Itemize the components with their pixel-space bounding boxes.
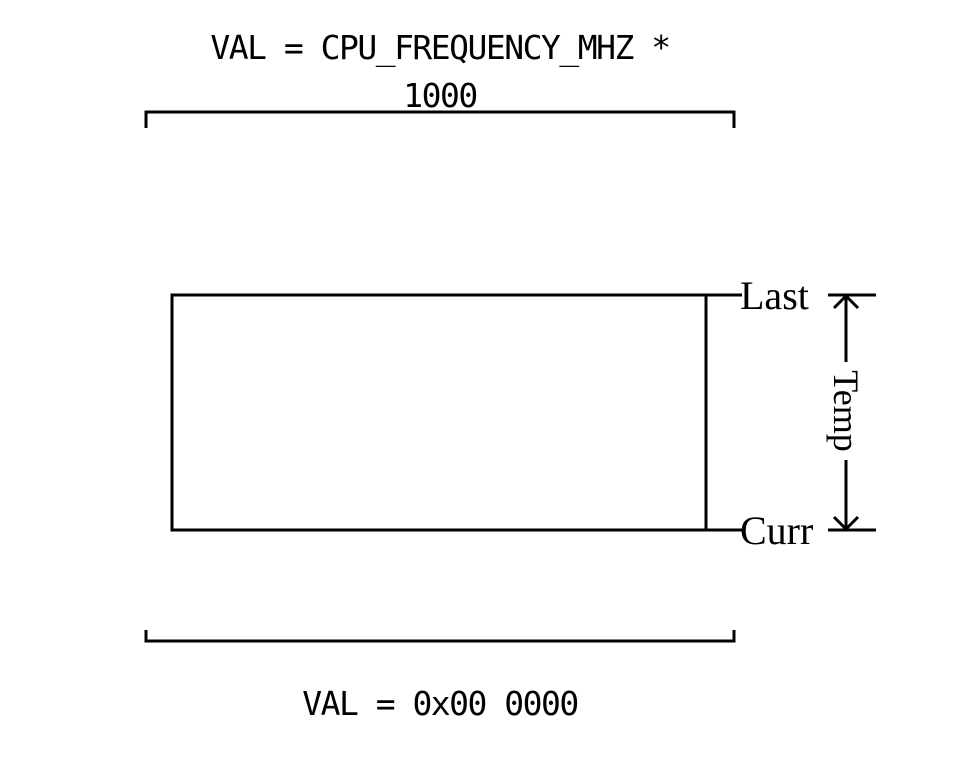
last-marker-label: Last [740, 273, 809, 318]
top-value-label-line2: 1000 [403, 76, 476, 115]
counter-box [170, 293, 708, 532]
top-bracket [144, 110, 736, 128]
bottom-value-label: VAL = 0x00 0000 [302, 684, 578, 723]
bottom-bracket [144, 630, 736, 643]
temp-span-label: Temp [826, 370, 866, 451]
temp-arrow-up-head [832, 293, 860, 310]
temp-arrow-down-head [832, 515, 860, 532]
curr-marker-label: Curr [740, 508, 813, 553]
top-value-label-line1: VAL = CPU_FREQUENCY_MHZ * [210, 28, 669, 68]
